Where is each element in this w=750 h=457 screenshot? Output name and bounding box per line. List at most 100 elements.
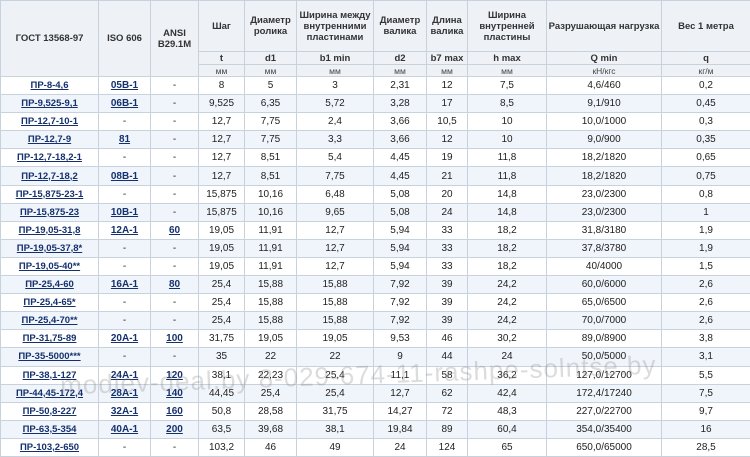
gost-designation-link[interactable]: ПР-19,05-37,8* bbox=[1, 239, 99, 257]
iso-designation-link[interactable]: 16А-1 bbox=[99, 276, 151, 294]
table-cell: 10 bbox=[468, 113, 547, 131]
table-cell: 39 bbox=[427, 276, 468, 294]
table-cell: 7,75 bbox=[245, 131, 297, 149]
table-cell: 25,4 bbox=[297, 366, 374, 384]
table-cell: 19,05 bbox=[199, 239, 245, 257]
table-cell: 17 bbox=[427, 95, 468, 113]
ansi-designation-link[interactable]: 140 bbox=[151, 384, 199, 402]
table-cell: 25,4 bbox=[199, 276, 245, 294]
table-cell: 3,1 bbox=[662, 348, 750, 366]
table-cell: - bbox=[151, 77, 199, 95]
table-cell: 2,6 bbox=[662, 294, 750, 312]
iso-designation-link[interactable]: 28А-1 bbox=[99, 384, 151, 402]
header-plate-width: Ширина внутренней пластины bbox=[468, 1, 547, 52]
gost-designation-link[interactable]: ПР-44,45-172,4 bbox=[1, 384, 99, 402]
table-cell: 5,72 bbox=[297, 95, 374, 113]
table-cell: 1,5 bbox=[662, 257, 750, 275]
ansi-designation-link[interactable]: 120 bbox=[151, 366, 199, 384]
table-cell: 15,88 bbox=[245, 312, 297, 330]
table-cell: 7,92 bbox=[374, 294, 427, 312]
gost-designation-link[interactable]: ПР-31,75-89 bbox=[1, 330, 99, 348]
gost-designation-link[interactable]: ПР-19,05-31,8 bbox=[1, 221, 99, 239]
table-cell: 3,3 bbox=[297, 131, 374, 149]
table-cell: 39 bbox=[427, 294, 468, 312]
table-cell: 5 bbox=[245, 77, 297, 95]
table-cell: 1,9 bbox=[662, 239, 750, 257]
gost-designation-link[interactable]: ПР-15,875-23-1 bbox=[1, 185, 99, 203]
table-cell: 11,8 bbox=[468, 167, 547, 185]
unit-cell: мм bbox=[199, 65, 245, 77]
table-cell: 23,0/2300 bbox=[547, 203, 662, 221]
table-cell: - bbox=[151, 131, 199, 149]
table-cell: - bbox=[99, 113, 151, 131]
table-cell: - bbox=[151, 312, 199, 330]
table-cell: 24 bbox=[468, 348, 547, 366]
iso-designation-link[interactable]: 05В-1 bbox=[99, 77, 151, 95]
table-cell: 19,05 bbox=[297, 330, 374, 348]
header-pin-diameter: Диаметр валика bbox=[374, 1, 427, 52]
table-cell: 103,2 bbox=[199, 438, 245, 456]
table-cell: 4,6/460 bbox=[547, 77, 662, 95]
table-cell: 2,31 bbox=[374, 77, 427, 95]
iso-designation-link[interactable]: 12А-1 bbox=[99, 221, 151, 239]
gost-designation-link[interactable]: ПР-103,2-650 bbox=[1, 438, 99, 456]
ansi-designation-link[interactable]: 200 bbox=[151, 420, 199, 438]
gost-designation-link[interactable]: ПР-15,875-23 bbox=[1, 203, 99, 221]
gost-designation-link[interactable]: ПР-12,7-18,2-1 bbox=[1, 149, 99, 167]
table-cell: 25,4 bbox=[297, 384, 374, 402]
table-cell: 24,2 bbox=[468, 294, 547, 312]
ansi-designation-link[interactable]: 80 bbox=[151, 276, 199, 294]
gost-designation-link[interactable]: ПР-12,7-18,2 bbox=[1, 167, 99, 185]
table-cell: 124 bbox=[427, 438, 468, 456]
table-cell: 12,7 bbox=[374, 384, 427, 402]
table-cell: 15,88 bbox=[297, 312, 374, 330]
gost-designation-link[interactable]: ПР-35-5000*** bbox=[1, 348, 99, 366]
iso-designation-link[interactable]: 40А-1 bbox=[99, 420, 151, 438]
table-cell: 3,8 bbox=[662, 330, 750, 348]
ansi-designation-link[interactable]: 60 bbox=[151, 221, 199, 239]
iso-designation-link[interactable]: 81 bbox=[99, 131, 151, 149]
gost-designation-link[interactable]: ПР-25,4-65* bbox=[1, 294, 99, 312]
gost-designation-link[interactable]: ПР-9,525-9,1 bbox=[1, 95, 99, 113]
table-cell: 60,0/6000 bbox=[547, 276, 662, 294]
gost-designation-link[interactable]: ПР-25,4-70** bbox=[1, 312, 99, 330]
ansi-designation-link[interactable]: 160 bbox=[151, 402, 199, 420]
gost-designation-link[interactable]: ПР-12,7-10-1 bbox=[1, 113, 99, 131]
table-cell: 227,0/22700 bbox=[547, 402, 662, 420]
iso-designation-link[interactable]: 06В-1 bbox=[99, 95, 151, 113]
gost-designation-link[interactable]: ПР-50,8-227 bbox=[1, 402, 99, 420]
gost-designation-link[interactable]: ПР-19,05-40** bbox=[1, 257, 99, 275]
iso-designation-link[interactable]: 32А-1 bbox=[99, 402, 151, 420]
gost-designation-link[interactable]: ПР-25,4-60 bbox=[1, 276, 99, 294]
gost-designation-link[interactable]: ПР-8-4,6 bbox=[1, 77, 99, 95]
ansi-designation-link[interactable]: 100 bbox=[151, 330, 199, 348]
iso-designation-link[interactable]: 10В-1 bbox=[99, 203, 151, 221]
gost-designation-link[interactable]: ПР-38,1-127 bbox=[1, 366, 99, 384]
gost-designation-link[interactable]: ПР-12,7-9 bbox=[1, 131, 99, 149]
symbol-cell: d2 bbox=[374, 52, 427, 65]
table-cell: - bbox=[151, 438, 199, 456]
table-cell: 62 bbox=[427, 384, 468, 402]
table-cell: - bbox=[151, 113, 199, 131]
table-cell: 18,2/1820 bbox=[547, 167, 662, 185]
table-cell: 3 bbox=[297, 77, 374, 95]
table-cell: 10,5 bbox=[427, 113, 468, 131]
table-cell: 65,0/6500 bbox=[547, 294, 662, 312]
table-cell: 38,1 bbox=[297, 420, 374, 438]
iso-designation-link[interactable]: 20А-1 bbox=[99, 330, 151, 348]
iso-designation-link[interactable]: 24А-1 bbox=[99, 366, 151, 384]
table-cell: 5,94 bbox=[374, 239, 427, 257]
table-cell: 0,65 bbox=[662, 149, 750, 167]
gost-designation-link[interactable]: ПР-63,5-354 bbox=[1, 420, 99, 438]
iso-designation-link[interactable]: 08В-1 bbox=[99, 167, 151, 185]
table-cell: 15,88 bbox=[297, 276, 374, 294]
unit-cell: мм bbox=[297, 65, 374, 77]
table-cell: 12 bbox=[427, 77, 468, 95]
